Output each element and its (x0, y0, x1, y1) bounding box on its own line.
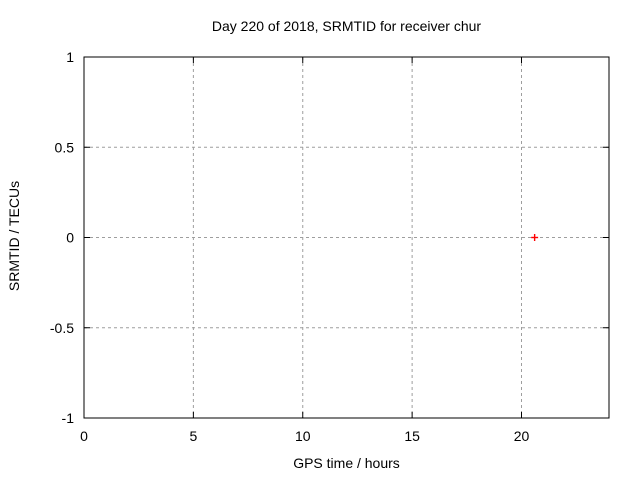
x-tick-label: 0 (80, 428, 88, 444)
y-tick-label: 0.5 (55, 139, 75, 155)
x-tick-label: 15 (404, 428, 420, 444)
y-tick-label: -0.5 (50, 320, 74, 336)
x-axis-label: GPS time / hours (293, 455, 400, 471)
y-tick-label: 1 (66, 49, 74, 65)
x-tick-label: 10 (295, 428, 311, 444)
x-tick-label: 20 (514, 428, 530, 444)
plot-border (83, 56, 610, 419)
chart-title: Day 220 of 2018, SRMTID for receiver chu… (211, 18, 482, 34)
y-tick-label: 0 (66, 230, 74, 246)
y-tick-label: -1 (62, 410, 75, 426)
x-tick-label: 5 (189, 428, 197, 444)
